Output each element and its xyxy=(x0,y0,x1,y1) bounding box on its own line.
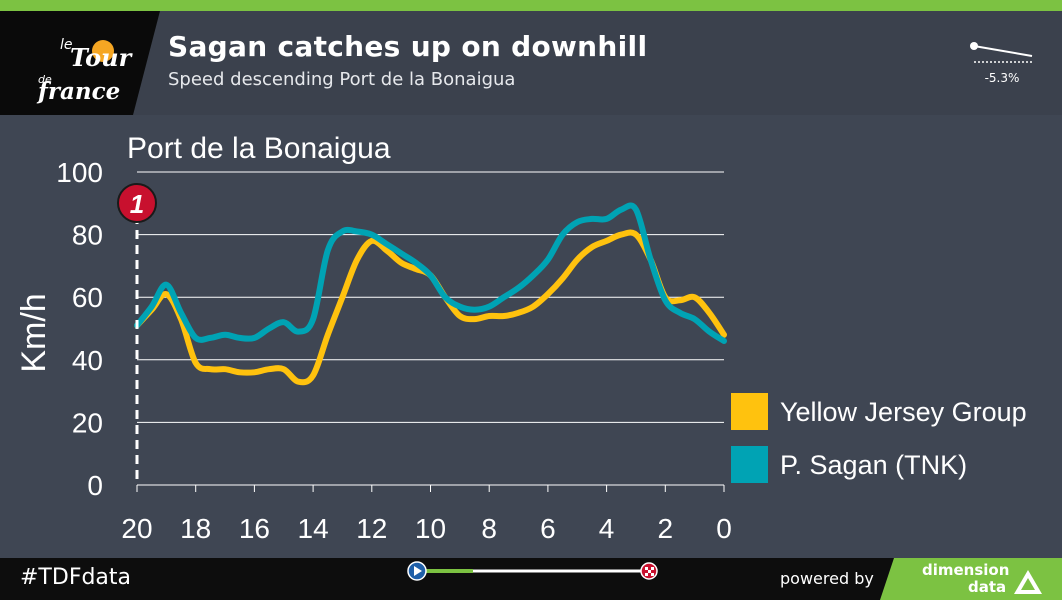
powered-by-text: powered by xyxy=(780,569,874,588)
legend-swatch-1 xyxy=(731,446,768,483)
x-tick-label: 12 xyxy=(356,513,387,544)
dimension-data-logo xyxy=(880,558,1062,600)
brand-line-2: data xyxy=(968,578,1007,596)
marker-label: 1 xyxy=(130,189,144,219)
page-subtitle: Speed descending Port de la Bonaigua xyxy=(168,69,516,90)
marker-circle xyxy=(117,183,157,223)
svg-text:le: le xyxy=(60,37,73,53)
x-tick-label: 20 xyxy=(121,513,152,544)
legend-label-0: Yellow Jersey Group xyxy=(780,397,1027,427)
header-bar xyxy=(0,11,1062,115)
y-tick-label: 20 xyxy=(72,407,103,438)
x-tick-label: 14 xyxy=(298,513,329,544)
page-title: Sagan catches up on downhill xyxy=(168,30,648,63)
x-tick-label: 4 xyxy=(599,513,615,544)
hashtag-text: #TDFdata xyxy=(20,565,132,590)
x-tick-label: 16 xyxy=(239,513,270,544)
y-tick-label: 60 xyxy=(72,282,103,313)
gradient-indicator xyxy=(970,42,1033,63)
x-tick-label: 2 xyxy=(658,513,674,544)
series-line-1 xyxy=(134,202,727,344)
start-marker: 1 xyxy=(117,183,157,485)
svg-text:de: de xyxy=(38,73,52,86)
svg-text:france: france xyxy=(36,78,120,105)
y-tick-label: 80 xyxy=(72,220,103,251)
tour-de-france-logo: le Tour de france xyxy=(0,11,160,115)
race-progress-bar xyxy=(407,561,658,581)
brand-line-1: dimension xyxy=(922,561,1010,579)
x-tick-label: 6 xyxy=(540,513,556,544)
legend-swatch-0 xyxy=(731,393,768,430)
accent-bar xyxy=(0,0,1062,11)
x-tick-label: 0 xyxy=(716,513,732,544)
series-lines xyxy=(134,202,727,386)
x-tick-label: 18 xyxy=(180,513,211,544)
y-axis-label: Km/h xyxy=(15,293,53,372)
x-tick-label: 8 xyxy=(481,513,497,544)
chart-title: Port de la Bonaigua xyxy=(127,132,391,165)
y-tick-label: 0 xyxy=(87,470,103,501)
y-tick-label: 100 xyxy=(56,157,103,188)
x-tick-label: 10 xyxy=(415,513,446,544)
legend-label-1: P. Sagan (TNK) xyxy=(780,450,967,480)
y-tick-label: 40 xyxy=(72,345,103,376)
legend: Yellow Jersey Group P. Sagan (TNK) xyxy=(731,393,1027,483)
gradient-value: -5.3% xyxy=(984,71,1020,85)
svg-text:Tour: Tour xyxy=(70,43,134,72)
grid-lines xyxy=(136,171,725,492)
